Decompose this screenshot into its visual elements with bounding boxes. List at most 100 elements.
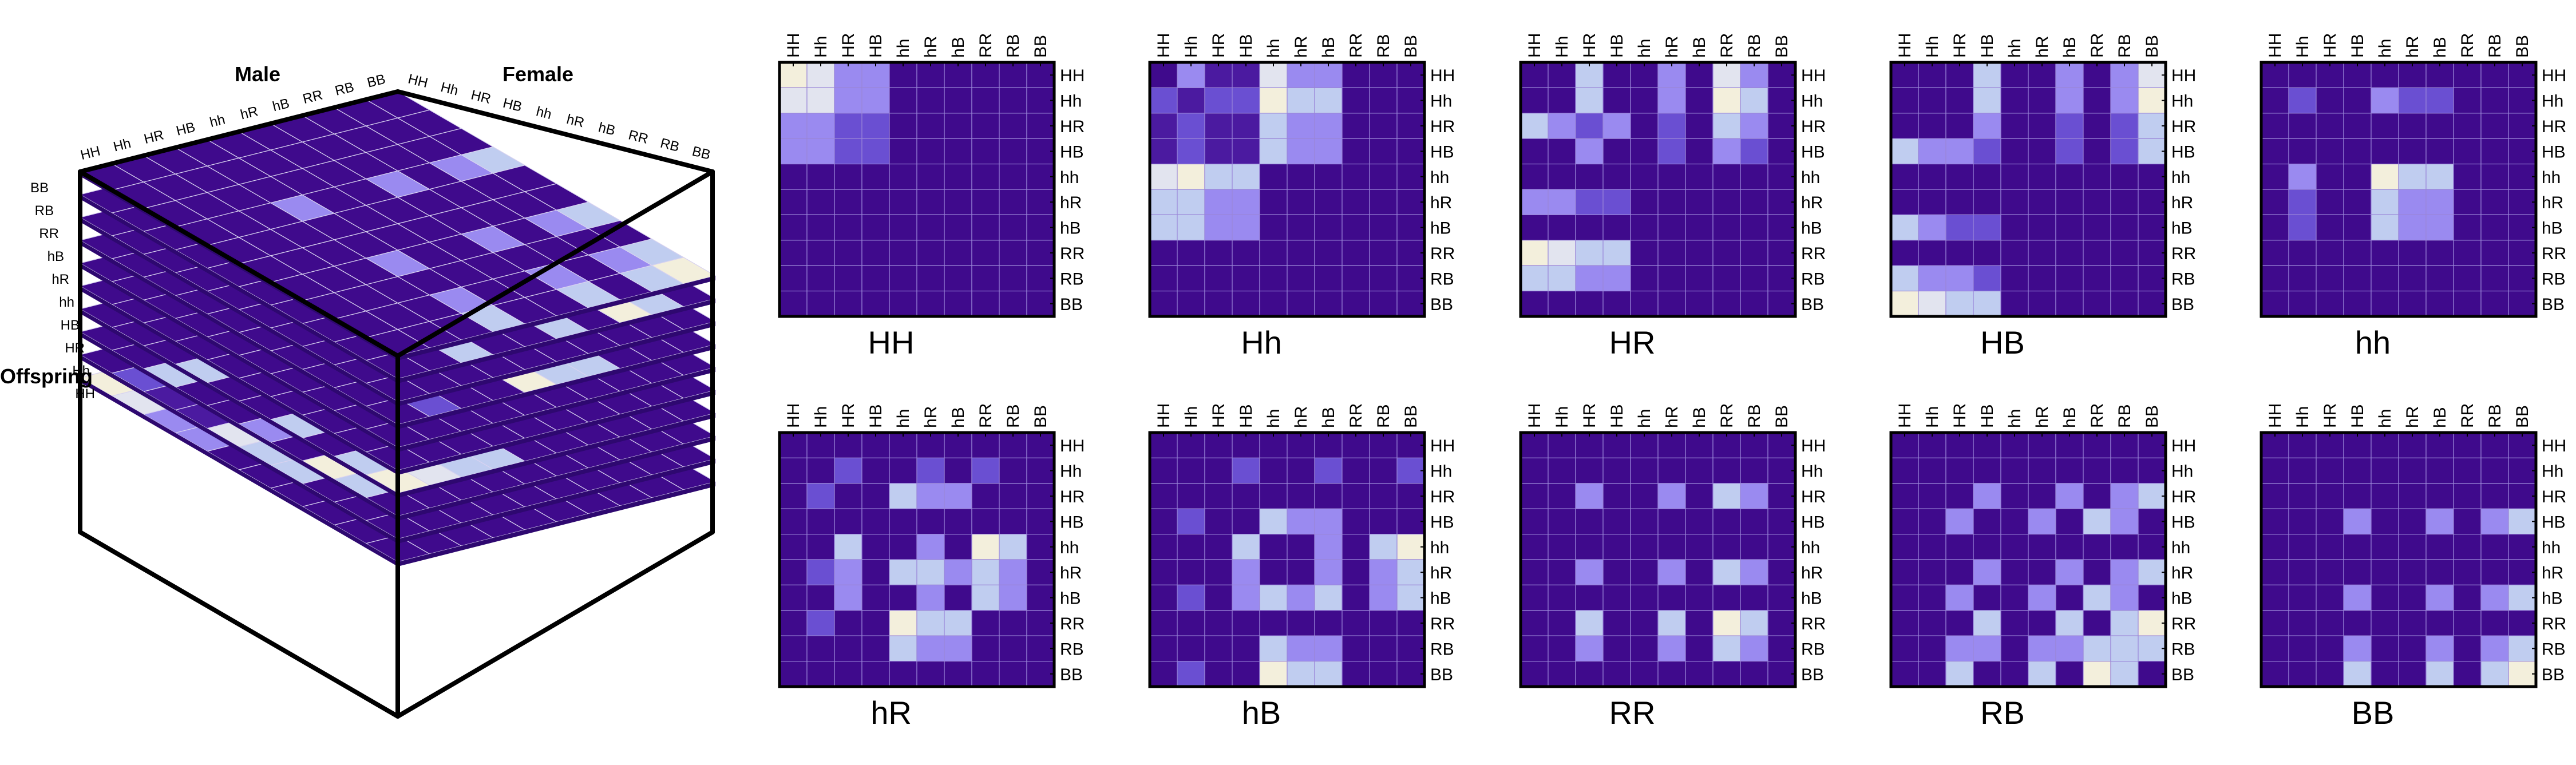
- heatmap-cell: [1259, 457, 1288, 484]
- heatmap-cell: [1520, 635, 1549, 662]
- heatmap-x-tick: BB: [2143, 35, 2162, 58]
- heatmap-title: hR: [870, 695, 912, 731]
- heatmap-x-tick: hh: [1635, 409, 1654, 428]
- heatmap-cell: [1685, 87, 1714, 114]
- heatmap-y-tick: Hh: [2542, 92, 2563, 111]
- heatmap-cell: [944, 138, 972, 165]
- heatmap-cell: [1602, 483, 1631, 509]
- heatmap-cell: [1767, 240, 1796, 266]
- cube-layer-rim: [80, 195, 398, 383]
- heatmap-cell: [2453, 559, 2482, 586]
- heatmap-cell: [2425, 87, 2454, 114]
- cube-layer-rim: [398, 390, 715, 475]
- heatmap-x-tick: RR: [2088, 33, 2107, 58]
- heatmap-cell: [1314, 138, 1343, 165]
- heatmap-cell: [1314, 660, 1343, 687]
- heatmap-cell: [1396, 533, 1425, 560]
- heatmap-cell: [1314, 635, 1343, 662]
- heatmap-cell: [2316, 189, 2344, 216]
- heatmap-cell: [1548, 164, 1576, 190]
- heatmap-cell: [1740, 138, 1768, 165]
- heatmap-cell: [2371, 457, 2399, 484]
- heatmap-y-tick: hh: [1430, 538, 1449, 557]
- heatmap-cell: [2055, 457, 2084, 484]
- heatmap-cell: [861, 113, 890, 139]
- heatmap-cell: [779, 610, 808, 636]
- heatmap-cell: [2261, 265, 2289, 292]
- heatmap-cell: [2425, 291, 2454, 317]
- heatmap-x-tick: Hh: [1923, 406, 1942, 428]
- heatmap-y-tick: HH: [2171, 66, 2196, 85]
- heatmap-cell: [2138, 138, 2166, 165]
- heatmap-cell: [1314, 189, 1343, 216]
- heatmap-cell: [1740, 214, 1768, 241]
- heatmap-y-tick: RB: [2171, 269, 2195, 288]
- heatmap-cell: [2083, 660, 2111, 687]
- heatmap-cell: [1767, 62, 1796, 89]
- heatmap-cell: [1026, 610, 1055, 636]
- heatmap-cell: [2288, 533, 2317, 560]
- heatmap-cell: [2453, 508, 2482, 535]
- heatmap-cell: [1149, 214, 1178, 241]
- heatmap-x-tick: RB: [2486, 34, 2504, 58]
- heatmap-cell: [1149, 240, 1178, 266]
- heatmap-cell: [1767, 635, 1796, 662]
- heatmap-y-tick: hB: [1060, 219, 1081, 238]
- heatmap-cell: [1259, 508, 1288, 535]
- heatmap-y-tick: RR: [2171, 615, 2196, 633]
- heatmap-cell: [1314, 164, 1343, 190]
- heatmap-cell: [1890, 214, 1919, 241]
- cube-edge: [78, 169, 400, 358]
- heatmap-y-tick: hh: [1060, 538, 1079, 557]
- heatmap-cell: [2138, 610, 2166, 636]
- heatmap-cell: [2453, 164, 2482, 190]
- heatmap-y-tick: hB: [1430, 219, 1451, 238]
- heatmap-cell: [1232, 240, 1260, 266]
- heatmap-cell: [2508, 533, 2537, 560]
- heatmap-cell: [1149, 189, 1178, 216]
- heatmap-cell: [1630, 138, 1659, 165]
- cube-layer-rim: [398, 322, 715, 406]
- heatmap-cell: [1287, 113, 1315, 139]
- heatmap-cell: [1630, 291, 1659, 317]
- heatmap-cell: [1918, 432, 1946, 459]
- heatmap-cell: [2316, 610, 2344, 636]
- heatmap-x-tick: hB: [1690, 37, 1709, 58]
- heatmap-cell: [2316, 138, 2344, 165]
- heatmap-cell: [1177, 635, 1205, 662]
- cube-layer-rim: [398, 276, 715, 360]
- heatmap-cell: [834, 584, 862, 611]
- heatmap-cell: [1602, 610, 1631, 636]
- heatmap-cell: [1973, 457, 2001, 484]
- heatmap-cell: [999, 432, 1027, 459]
- heatmap-cell: [2425, 483, 2454, 509]
- heatmap-cell: [944, 291, 972, 317]
- heatmap-cell: [1287, 432, 1315, 459]
- heatmap-cell: [2398, 214, 2427, 241]
- heatmap-y-tick: RR: [1430, 615, 1455, 633]
- cube-layers: [79, 91, 717, 566]
- heatmap-cell: [1548, 87, 1576, 114]
- heatmap-y-tick: HB: [1801, 142, 1825, 161]
- heatmap-cell: [2343, 164, 2372, 190]
- heatmap-cell: [1918, 214, 1946, 241]
- heatmap-cell: [1602, 189, 1631, 216]
- heatmap-cell: [1945, 214, 1974, 241]
- heatmap-x-tick: HH: [2266, 33, 2285, 58]
- heatmap-cell: [1630, 240, 1659, 266]
- heatmap-cell: [889, 62, 917, 89]
- heatmap-title: HB: [1980, 324, 2025, 360]
- heatmap-cell: [1369, 291, 1398, 317]
- heatmap-y-tick: HR: [1060, 487, 1085, 506]
- heatmap-cell: [916, 508, 945, 535]
- heatmap-cell: [1602, 87, 1631, 114]
- heatmap-cell: [1177, 189, 1205, 216]
- heatmap-cell: [1177, 508, 1205, 535]
- heatmap-cell: [2316, 291, 2344, 317]
- heatmap-x-tick: HH: [1525, 33, 1544, 58]
- heatmap-y-tick: HH: [1060, 437, 1085, 455]
- heatmap-cell: [2371, 291, 2399, 317]
- heatmap-cell: [1602, 240, 1631, 266]
- heatmap-cell: [1602, 291, 1631, 317]
- heatmap-cell: [861, 483, 890, 509]
